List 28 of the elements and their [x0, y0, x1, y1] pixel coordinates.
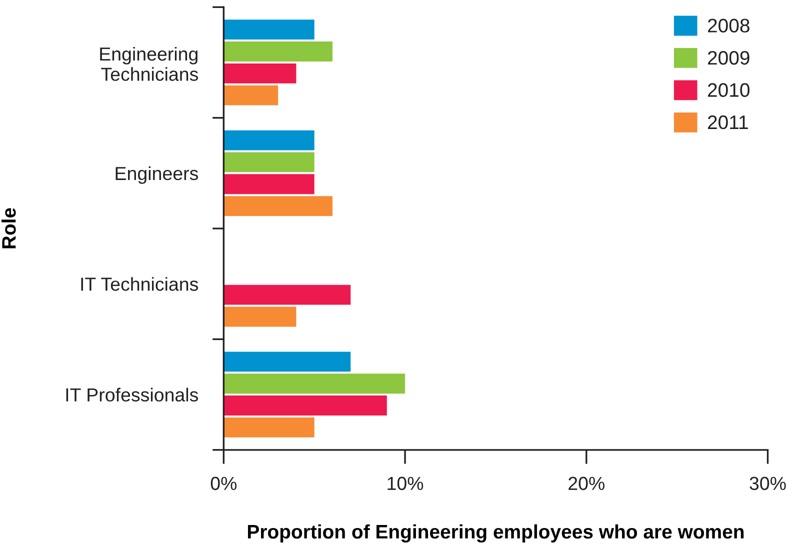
y-tick-label: IT Professionals	[66, 388, 198, 402]
bar	[224, 306, 296, 327]
y-tick-label: Engineering Technicians	[100, 46, 198, 81]
bar	[224, 20, 314, 40]
bar	[224, 63, 296, 84]
legend-label: 2009	[708, 50, 750, 65]
bar	[224, 196, 332, 216]
bar	[224, 174, 314, 194]
y-tick-label: IT Technicians	[81, 277, 198, 291]
x-axis-title: Proportion of Engineering employees who are women	[248, 524, 744, 543]
x-tick-label: 0%	[210, 476, 237, 490]
x-tick-label: 10%	[388, 476, 424, 490]
bar	[224, 284, 351, 305]
legend-label: 2011	[708, 115, 748, 130]
bar	[224, 374, 406, 394]
x-tick-label: 30%	[750, 476, 786, 490]
x-tick-label: 20%	[568, 476, 604, 490]
legend-label: 2010	[708, 83, 750, 97]
bar	[224, 152, 314, 172]
legend-label: 2008	[708, 18, 750, 32]
bar	[224, 42, 332, 62]
bar	[224, 417, 314, 438]
y-axis-title: Role	[2, 208, 16, 248]
y-tick-label: Engineers	[116, 166, 198, 184]
bar	[224, 130, 314, 150]
bar	[224, 352, 351, 372]
bar	[224, 85, 278, 106]
bar	[224, 396, 387, 416]
